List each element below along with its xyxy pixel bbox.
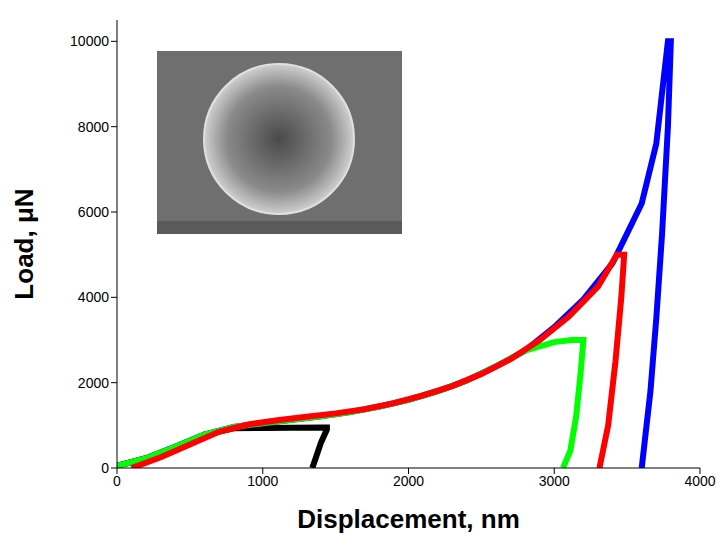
svg-text:Load, μN: Load, μN — [9, 188, 39, 299]
svg-text:2000: 2000 — [78, 375, 109, 391]
svg-text:10000: 10000 — [70, 33, 109, 49]
svg-text:3000: 3000 — [539, 473, 570, 489]
svg-text:8000: 8000 — [78, 119, 109, 135]
svg-text:0: 0 — [101, 460, 109, 476]
svg-text:4000: 4000 — [684, 473, 715, 489]
svg-text:1000: 1000 — [247, 473, 278, 489]
svg-text:6000: 6000 — [78, 204, 109, 220]
svg-text:4000: 4000 — [78, 289, 109, 305]
svg-text:0: 0 — [113, 473, 121, 489]
svg-text:Displacement, nm: Displacement, nm — [297, 504, 520, 534]
svg-text:2000: 2000 — [393, 473, 424, 489]
